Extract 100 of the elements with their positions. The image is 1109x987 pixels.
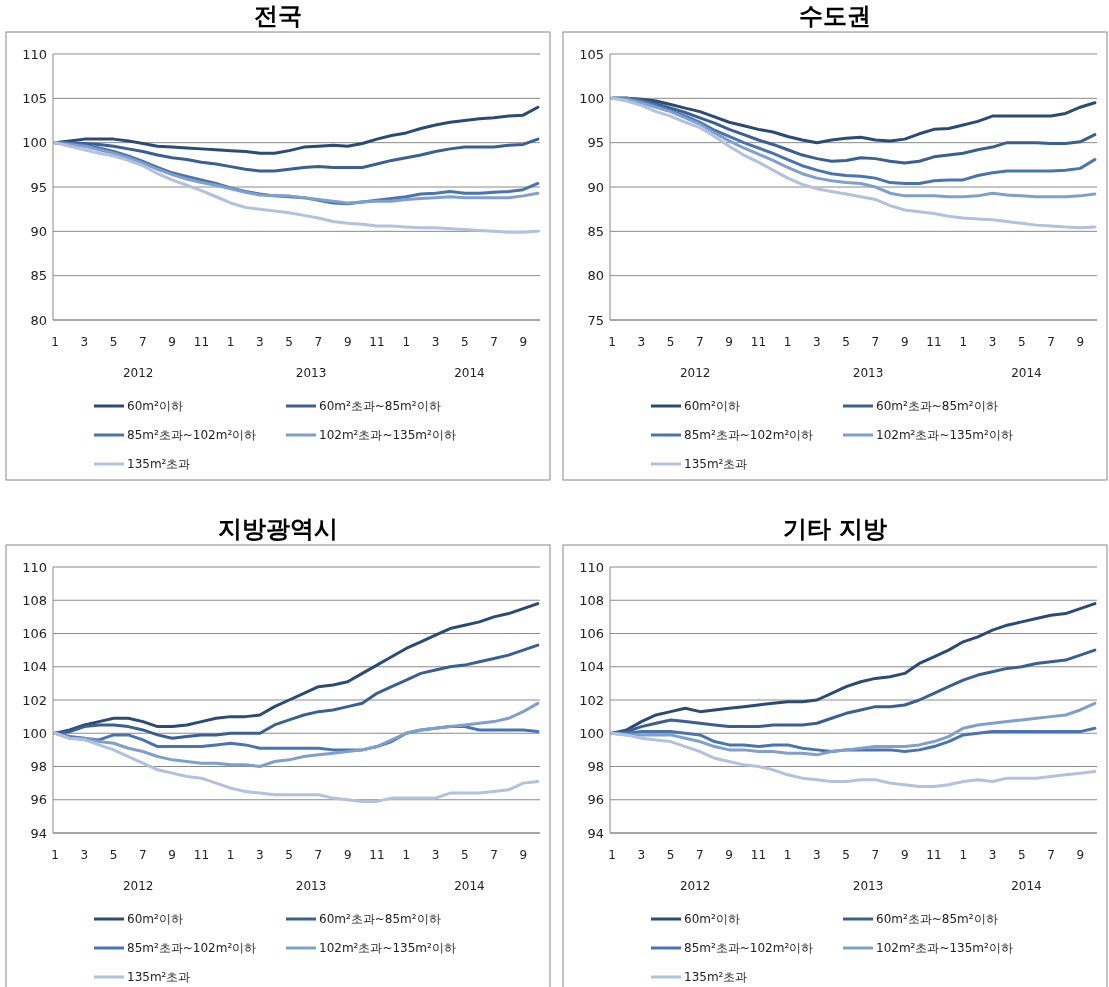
x-tick-label: 7 bbox=[139, 335, 147, 349]
chart-title: 전국 bbox=[254, 2, 302, 30]
x-tick-label: 5 bbox=[285, 848, 294, 862]
x-tick-label: 1 bbox=[226, 848, 235, 862]
x-tick-label: 7 bbox=[696, 848, 704, 862]
y-tick-label: 110 bbox=[22, 559, 47, 575]
x-tick-label: 7 bbox=[490, 848, 498, 862]
legend-label: 60m²이하 bbox=[127, 399, 183, 414]
legend-label: 60m²이하 bbox=[684, 399, 740, 414]
y-tick-label: 108 bbox=[579, 592, 604, 608]
y-tick-label: 85 bbox=[587, 223, 604, 239]
x-tick-label: 5 bbox=[1017, 335, 1026, 349]
legend-label: 135m²초과 bbox=[684, 970, 748, 985]
x-tick-label: 9 bbox=[343, 335, 352, 349]
y-tick-label: 96 bbox=[587, 792, 604, 808]
x-tick-label: 1 bbox=[608, 848, 616, 862]
x-tick-label: 3 bbox=[80, 848, 89, 862]
x-tick-label: 1 bbox=[959, 335, 968, 349]
line-series bbox=[610, 602, 1097, 735]
chart-title: 수도권 bbox=[799, 2, 871, 30]
x-tick-label: 11 bbox=[926, 848, 942, 862]
text: 2012 bbox=[679, 366, 711, 380]
y-tick-label: 85 bbox=[30, 268, 47, 284]
y-tick-label: 80 bbox=[30, 312, 47, 328]
x-tick-label: 11 bbox=[193, 335, 210, 349]
x-tick-label: 3 bbox=[813, 848, 821, 862]
x-tick-label: 5 bbox=[666, 335, 675, 349]
x-tick-label: 3 bbox=[256, 848, 264, 862]
y-tick-label: 106 bbox=[579, 626, 604, 642]
legend-label: 102m²초과~135m²이하 bbox=[876, 428, 1013, 443]
x-tick-label: 7 bbox=[871, 335, 880, 349]
y-tick-label: 105 bbox=[579, 46, 604, 62]
text: 2014 bbox=[1011, 879, 1042, 893]
y-tick-label: 98 bbox=[587, 759, 604, 775]
y-tick-label: 90 bbox=[587, 179, 604, 195]
x-tick-label: 9 bbox=[1076, 335, 1085, 349]
y-tick-label: 100 bbox=[22, 135, 47, 151]
y-tick-label: 98 bbox=[30, 759, 47, 775]
x-tick-label: 11 bbox=[369, 848, 385, 862]
x-tick-label: 5 bbox=[666, 848, 675, 862]
x-tick-label: 7 bbox=[696, 335, 704, 349]
text: 2013 bbox=[852, 366, 884, 380]
y-tick-label: 110 bbox=[22, 46, 47, 62]
x-tick-label: 9 bbox=[168, 848, 176, 862]
x-tick-label: 1 bbox=[402, 335, 411, 349]
y-tick-label: 108 bbox=[22, 592, 47, 608]
x-tick-label: 9 bbox=[343, 848, 352, 862]
x-tick-label: 11 bbox=[750, 335, 767, 349]
x-tick-label: 5 bbox=[109, 848, 118, 862]
y-tick-label: 102 bbox=[22, 692, 47, 708]
x-tick-label: 9 bbox=[725, 335, 733, 349]
line-series bbox=[53, 731, 540, 803]
x-tick-label: 7 bbox=[871, 848, 880, 862]
x-tick-label: 3 bbox=[813, 335, 821, 349]
x-tick-label: 5 bbox=[1017, 848, 1026, 862]
x-tick-label: 9 bbox=[1076, 848, 1085, 862]
y-tick-label: 105 bbox=[22, 90, 47, 106]
x-tick-label: 9 bbox=[168, 335, 176, 349]
x-tick-label: 5 bbox=[109, 335, 118, 349]
x-tick-label: 7 bbox=[1047, 848, 1055, 862]
chart-title: 기타 지방 bbox=[782, 515, 888, 543]
y-tick-label: 100 bbox=[22, 725, 47, 741]
legend-label: 85m²초과~102m²이하 bbox=[127, 941, 257, 956]
x-tick-label: 1 bbox=[51, 335, 59, 349]
x-tick-label: 7 bbox=[314, 848, 323, 862]
y-tick-label: 110 bbox=[579, 559, 604, 575]
y-tick-label: 96 bbox=[30, 792, 47, 808]
text: 2013 bbox=[295, 366, 327, 380]
y-tick-label: 104 bbox=[579, 659, 604, 675]
legend-label: 60m²초과~85m²이하 bbox=[319, 399, 441, 414]
x-tick-label: 11 bbox=[193, 848, 210, 862]
legend-label: 60m²초과~85m²이하 bbox=[319, 912, 441, 927]
x-tick-label: 1 bbox=[402, 848, 411, 862]
legend-label: 60m²이하 bbox=[127, 912, 183, 927]
x-tick-label: 3 bbox=[988, 848, 997, 862]
legend-label: 135m²초과 bbox=[127, 457, 191, 472]
y-tick-label: 106 bbox=[22, 626, 47, 642]
line-series bbox=[610, 96, 1097, 230]
y-tick-label: 100 bbox=[579, 725, 604, 741]
text: 2012 bbox=[122, 366, 154, 380]
text: 2014 bbox=[1011, 366, 1042, 380]
x-tick-label: 11 bbox=[750, 848, 767, 862]
y-tick-label: 80 bbox=[587, 268, 604, 284]
line-series bbox=[53, 602, 540, 735]
legend-label: 60m²이하 bbox=[684, 912, 740, 927]
text: 2013 bbox=[295, 879, 327, 893]
x-tick-label: 9 bbox=[519, 335, 528, 349]
legend-label: 85m²초과~102m²이하 bbox=[127, 428, 257, 443]
x-tick-label: 5 bbox=[460, 335, 469, 349]
y-tick-label: 90 bbox=[30, 223, 47, 239]
legend-label: 102m²초과~135m²이하 bbox=[319, 428, 456, 443]
legend-label: 135m²초과 bbox=[684, 457, 748, 472]
legend-label: 85m²초과~102m²이하 bbox=[684, 941, 814, 956]
y-tick-label: 94 bbox=[587, 825, 604, 841]
x-tick-label: 5 bbox=[842, 335, 851, 349]
x-tick-label: 3 bbox=[637, 848, 646, 862]
x-tick-label: 5 bbox=[285, 335, 294, 349]
chart-title: 지방광역시 bbox=[218, 515, 338, 543]
line-series bbox=[610, 731, 1097, 788]
x-tick-label: 1 bbox=[783, 848, 792, 862]
